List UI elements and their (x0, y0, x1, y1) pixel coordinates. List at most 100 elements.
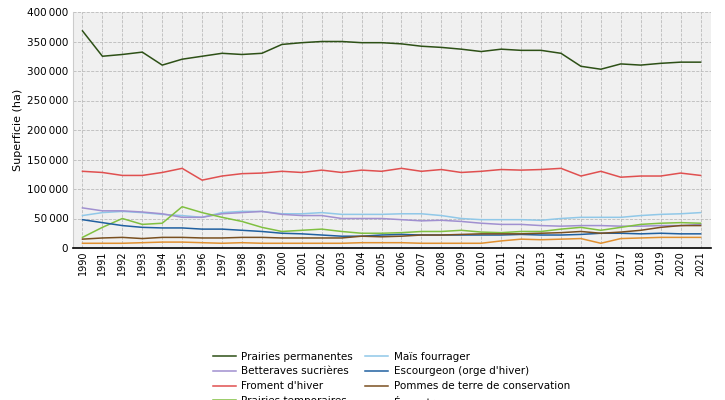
Épeautre (616, 236, 625, 241)
Épeautre (676, 235, 685, 240)
Froment d'hiver (78, 169, 87, 174)
Maïs fourrager (457, 216, 465, 221)
Escourgeon (orge d'hiver) (118, 223, 127, 228)
Escourgeon (orge d'hiver) (158, 226, 167, 230)
Froment d'hiver (517, 168, 526, 172)
Épeautre (78, 241, 87, 246)
Escourgeon (orge d'hiver) (536, 233, 545, 238)
Froment d'hiver (198, 178, 207, 182)
Épeautre (377, 240, 386, 245)
Prairies permanentes (477, 49, 486, 54)
Froment d'hiver (536, 167, 545, 172)
Maïs fourrager (218, 210, 226, 215)
Prairies permanentes (656, 61, 665, 66)
Prairies permanentes (278, 42, 286, 47)
Escourgeon (orge d'hiver) (257, 229, 266, 234)
Escourgeon (orge d'hiver) (198, 227, 207, 232)
Prairies permanentes (397, 42, 406, 46)
Froment d'hiver (417, 169, 426, 174)
Épeautre (198, 240, 207, 245)
Maïs fourrager (437, 213, 446, 218)
Pommes de terre de conservation (497, 232, 505, 236)
Escourgeon (orge d'hiver) (417, 233, 426, 238)
Pommes de terre de conservation (457, 232, 465, 237)
Betteraves sucrières (357, 216, 366, 221)
Prairies permanentes (178, 57, 186, 62)
Betteraves sucrières (536, 223, 545, 228)
Betteraves sucrières (158, 211, 167, 216)
Prairies permanentes (238, 52, 247, 57)
Maïs fourrager (656, 212, 665, 217)
Prairies temporaires (98, 225, 107, 230)
Froment d'hiver (138, 173, 146, 178)
Line: Maïs fourrager: Maïs fourrager (83, 212, 700, 220)
Épeautre (98, 241, 107, 246)
Betteraves sucrières (656, 223, 665, 228)
Prairies permanentes (318, 39, 326, 44)
Betteraves sucrières (597, 223, 605, 228)
Pommes de terre de conservation (98, 236, 107, 240)
Maïs fourrager (297, 211, 306, 216)
Escourgeon (orge d'hiver) (656, 231, 665, 236)
Maïs fourrager (477, 217, 486, 222)
Pommes de terre de conservation (557, 230, 566, 235)
Legend: Prairies permanentes, Betteraves sucrières, Froment d'hiver, Prairies temporaire: Prairies permanentes, Betteraves sucrièr… (209, 348, 574, 400)
Prairies temporaires (377, 231, 386, 236)
Prairies permanentes (218, 51, 226, 56)
Escourgeon (orge d'hiver) (98, 220, 107, 225)
Escourgeon (orge d'hiver) (637, 232, 645, 236)
Froment d'hiver (576, 174, 585, 178)
Froment d'hiver (696, 173, 705, 178)
Betteraves sucrières (297, 213, 306, 218)
Épeautre (278, 241, 286, 246)
Prairies temporaires (497, 230, 505, 235)
Escourgeon (orge d'hiver) (318, 233, 326, 238)
Épeautre (497, 238, 505, 243)
Prairies permanentes (118, 52, 127, 57)
Prairies permanentes (696, 60, 705, 64)
Maïs fourrager (536, 218, 545, 223)
Prairies permanentes (457, 47, 465, 52)
Betteraves sucrières (178, 215, 186, 220)
Maïs fourrager (417, 211, 426, 216)
Épeautre (178, 240, 186, 244)
Maïs fourrager (98, 210, 107, 215)
Line: Épeautre: Épeautre (83, 237, 700, 243)
Épeautre (437, 241, 446, 246)
Line: Pommes de terre de conservation: Pommes de terre de conservation (83, 226, 700, 239)
Betteraves sucrières (477, 221, 486, 226)
Betteraves sucrières (278, 212, 286, 217)
Betteraves sucrières (397, 217, 406, 222)
Line: Escourgeon (orge d'hiver): Escourgeon (orge d'hiver) (83, 220, 700, 236)
Pommes de terre de conservation (397, 234, 406, 238)
Pommes de terre de conservation (158, 235, 167, 240)
Escourgeon (orge d'hiver) (337, 234, 346, 238)
Épeautre (118, 241, 127, 246)
Maïs fourrager (696, 210, 705, 215)
Prairies temporaires (536, 229, 545, 234)
Pommes de terre de conservation (696, 223, 705, 228)
Pommes de terre de conservation (616, 230, 625, 234)
Épeautre (297, 241, 306, 246)
Pommes de terre de conservation (417, 233, 426, 238)
Escourgeon (orge d'hiver) (377, 233, 386, 238)
Prairies permanentes (417, 44, 426, 49)
Prairies permanentes (616, 62, 625, 66)
Prairies temporaires (616, 225, 625, 230)
Prairies permanentes (536, 48, 545, 53)
Pommes de terre de conservation (337, 236, 346, 240)
Prairies temporaires (437, 229, 446, 234)
Prairies permanentes (297, 40, 306, 45)
Froment d'hiver (457, 170, 465, 175)
Maïs fourrager (118, 209, 127, 214)
Épeautre (576, 236, 585, 241)
Froment d'hiver (98, 170, 107, 175)
Prairies temporaires (597, 228, 605, 233)
Maïs fourrager (158, 212, 167, 217)
Betteraves sucrières (676, 223, 685, 228)
Maïs fourrager (616, 215, 625, 220)
Prairies temporaires (397, 230, 406, 235)
Prairies permanentes (78, 28, 87, 33)
Prairies temporaires (457, 228, 465, 233)
Escourgeon (orge d'hiver) (477, 233, 486, 238)
